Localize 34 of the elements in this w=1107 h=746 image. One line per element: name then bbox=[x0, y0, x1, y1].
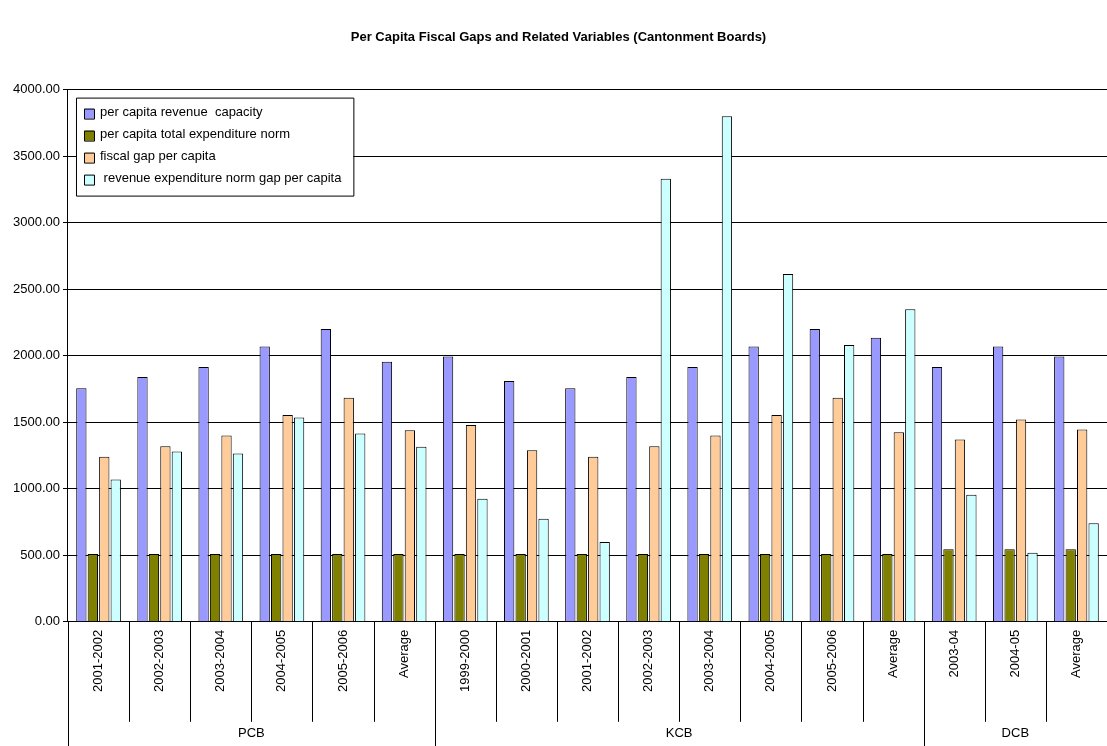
y-tick-label: 500.00 bbox=[20, 546, 60, 562]
text: PCB bbox=[237, 725, 265, 741]
x-tick-label: 1999-2000 bbox=[456, 629, 472, 692]
legend-label: fiscal gap per capita bbox=[99, 147, 217, 163]
y-tick-label: 1000.00 bbox=[12, 480, 60, 496]
x-tick-label: 2003-2004 bbox=[701, 629, 717, 692]
legend-label: per capita revenue capacity bbox=[99, 103, 264, 119]
x-tick-label: Average bbox=[1068, 629, 1084, 679]
x-tick-label: 2001-2002 bbox=[579, 629, 595, 692]
x-tick-label: Average bbox=[884, 629, 900, 679]
text: DCB bbox=[1001, 725, 1030, 741]
x-tick-label: 2003-2004 bbox=[212, 629, 228, 692]
x-tick-label: 2000-2001 bbox=[517, 629, 533, 692]
x-tick-label: 2004-2005 bbox=[762, 629, 778, 692]
y-tick-label: 1500.00 bbox=[12, 413, 60, 429]
y-tick-label: 2000.00 bbox=[12, 347, 60, 363]
y-tick-label: 4000.00 bbox=[12, 81, 60, 97]
x-tick-label: 2004-05 bbox=[1006, 629, 1022, 678]
y-tick-label: 0.00 bbox=[34, 613, 60, 629]
legend-label: per capita total expenditure norm bbox=[99, 125, 291, 141]
chart-title: Per Capita Fiscal Gaps and Related Variables (Cantonment Boards) bbox=[350, 29, 767, 45]
x-tick-label: 2004-2005 bbox=[273, 629, 289, 692]
text: KCB bbox=[665, 725, 693, 741]
legend-label: revenue expenditure norm gap per capita bbox=[99, 169, 343, 185]
x-tick-label: 2002-2003 bbox=[151, 629, 167, 692]
x-tick-label: 2002-2003 bbox=[640, 629, 656, 692]
y-tick-label: 3000.00 bbox=[12, 214, 60, 230]
x-tick-label: Average bbox=[395, 629, 411, 679]
y-tick-label: 2500.00 bbox=[12, 280, 60, 296]
x-tick-label: 2005-2006 bbox=[334, 629, 350, 692]
x-tick-label: 2001-2002 bbox=[90, 629, 106, 692]
x-tick-label: 2003-04 bbox=[945, 629, 961, 678]
x-tick-label: 2005-2006 bbox=[823, 629, 839, 692]
y-tick-label: 3500.00 bbox=[12, 147, 60, 163]
